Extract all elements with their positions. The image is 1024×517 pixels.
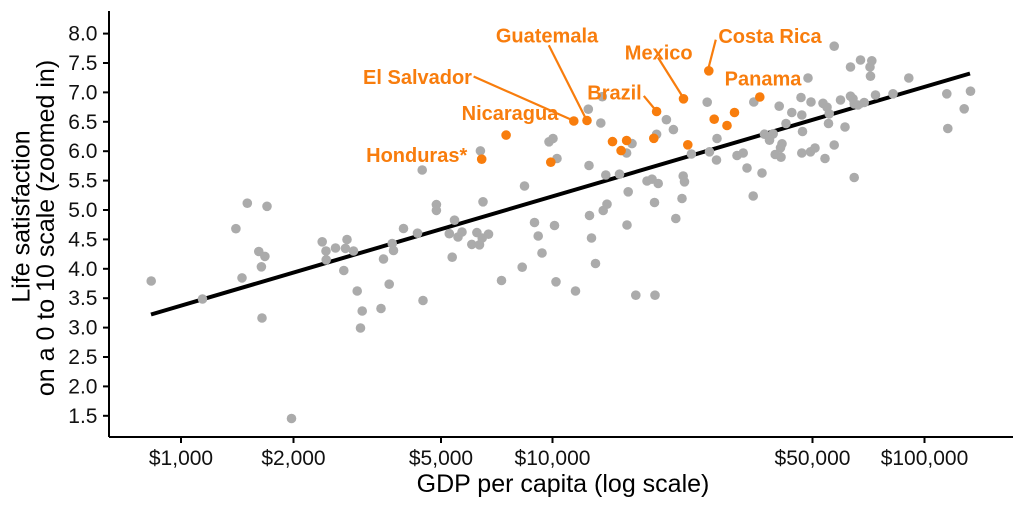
svg-text:5.5: 5.5: [68, 170, 97, 193]
svg-text:$1,000: $1,000: [149, 447, 213, 470]
svg-text:2.0: 2.0: [68, 375, 97, 398]
svg-text:4.0: 4.0: [68, 258, 97, 281]
svg-text:$50,000: $50,000: [775, 447, 851, 470]
svg-text:Guatemala: Guatemala: [496, 25, 599, 47]
svg-text:Costa Rica: Costa Rica: [718, 26, 822, 48]
svg-text:Mexico: Mexico: [625, 43, 693, 65]
svg-text:Life satisfaction: Life satisfaction: [8, 130, 36, 302]
svg-text:7.5: 7.5: [68, 52, 97, 75]
svg-text:1.5: 1.5: [68, 405, 97, 428]
svg-text:6.0: 6.0: [68, 140, 97, 163]
svg-text:$100,000: $100,000: [881, 447, 969, 470]
svg-text:$10,000: $10,000: [515, 447, 591, 470]
svg-text:7.0: 7.0: [68, 81, 97, 104]
svg-text:$5,000: $5,000: [409, 447, 473, 470]
svg-text:Brazil: Brazil: [587, 82, 641, 104]
svg-text:on a 0 to 10 scale (zoomed in): on a 0 to 10 scale (zoomed in): [32, 60, 60, 396]
svg-text:3.0: 3.0: [68, 317, 97, 340]
svg-text:Honduras*: Honduras*: [366, 145, 467, 167]
svg-text:5.0: 5.0: [68, 199, 97, 222]
svg-text:Nicaragua: Nicaragua: [462, 103, 560, 125]
svg-text:6.5: 6.5: [68, 111, 97, 134]
svg-text:3.5: 3.5: [68, 287, 97, 310]
svg-text:$2,000: $2,000: [261, 447, 325, 470]
svg-text:El Salvador: El Salvador: [363, 67, 472, 89]
svg-text:2.5: 2.5: [68, 346, 97, 369]
svg-text:Panama: Panama: [725, 68, 803, 90]
svg-text:GDP per capita (log scale): GDP per capita (log scale): [417, 470, 710, 498]
svg-text:8.0: 8.0: [68, 23, 97, 46]
svg-text:4.5: 4.5: [68, 228, 97, 251]
